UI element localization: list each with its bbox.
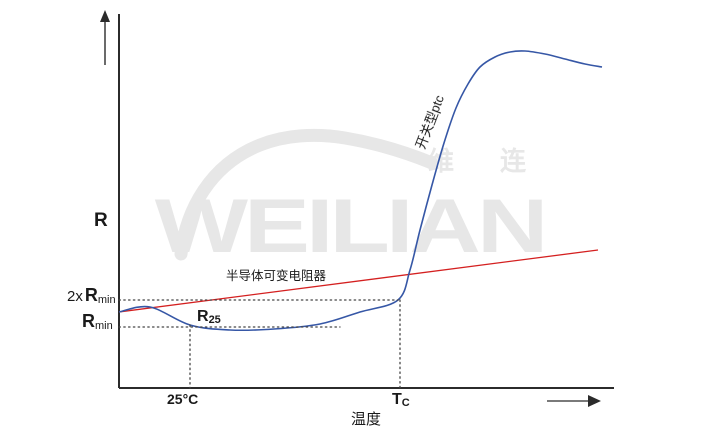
svg-text:R25: R25	[197, 308, 221, 326]
svg-text:R: R	[94, 210, 108, 231]
svg-text:Rmin: Rmin	[82, 311, 113, 332]
svg-text:TC: TC	[392, 391, 410, 409]
svg-text:开关型ptc: 开关型ptc	[413, 93, 447, 151]
svg-text:半导体可变电阻器: 半导体可变电阻器	[226, 268, 327, 283]
svg-text:WEILIAN: WEILIAN	[155, 183, 545, 268]
svg-text:连: 连	[500, 146, 527, 176]
svg-text:温度: 温度	[351, 411, 381, 428]
svg-text:25°C: 25°C	[167, 391, 198, 407]
